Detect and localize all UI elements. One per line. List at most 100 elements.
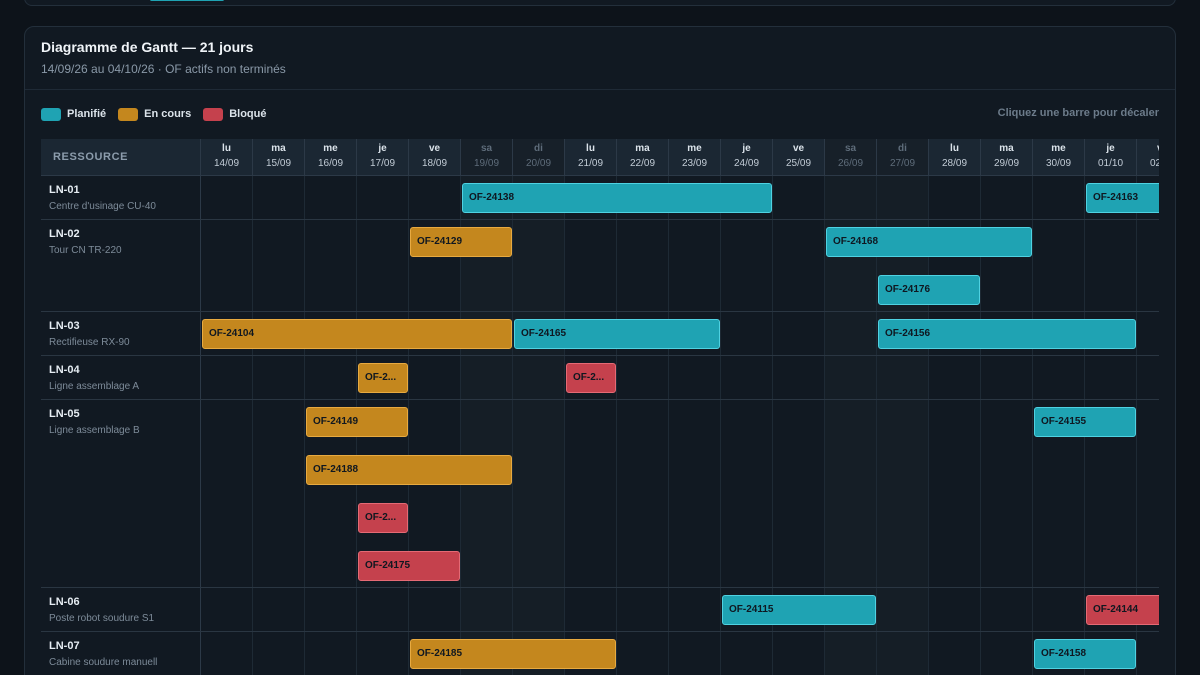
day-date: 26/09 (837, 158, 864, 169)
work-order-bar[interactable]: OF-24176 (878, 275, 980, 305)
work-order-bar[interactable]: OF-24165 (514, 319, 720, 349)
day-name: di (534, 143, 543, 154)
resource-name: Tour CN TR-220 (49, 245, 122, 256)
day-date: 17/09 (369, 158, 396, 169)
resource-label: LN-01 Centre d'usinage CU-40 (41, 176, 201, 219)
work-order-bar[interactable]: OF-24138 (462, 183, 772, 213)
legend-swatch-bloque (203, 107, 224, 121)
day-column-bg (929, 176, 981, 675)
panel-header: Diagramme de Gantt — 21 jours 14/09/26 a… (25, 27, 1175, 90)
resource-name: Rectifieuse RX-90 (49, 337, 130, 348)
resource-row: LN-03 Rectifieuse RX-90 OF-24104 OF-24165 OF… (41, 312, 1159, 356)
day-column-bg (461, 176, 513, 675)
day-column-header: di 20/09 (513, 139, 565, 176)
day-column-bg (617, 176, 669, 675)
page-subtitle: 14/09/26 au 04/10/26 · OF actifs non ter… (41, 62, 286, 76)
day-column-bg (357, 176, 409, 675)
work-order-bar[interactable]: OF-24163 (1086, 183, 1159, 213)
resource-label: LN-02 Tour CN TR-220 (41, 220, 201, 311)
work-order-bar[interactable]: OF-24149 (306, 407, 408, 437)
work-order-bar[interactable]: OF-24115 (722, 595, 876, 625)
resource-code: LN-06 (49, 596, 80, 608)
resource-row: LN-04 Ligne assemblage A OF-2... OF-2... (41, 356, 1159, 400)
resource-code: LN-07 (49, 640, 80, 652)
day-name: di (898, 143, 907, 154)
day-column-header: di 27/09 (877, 139, 929, 176)
resource-code: LN-03 (49, 320, 80, 332)
resource-name: Cabine soudure manuell (49, 657, 158, 668)
work-order-bar[interactable]: OF-2... (566, 363, 616, 393)
day-column-header: je 24/09 (721, 139, 773, 176)
day-date: 25/09 (785, 158, 812, 169)
work-order-bar[interactable]: OF-24104 (202, 319, 512, 349)
day-date: 23/09 (681, 158, 708, 169)
day-column-header: lu 28/09 (929, 139, 981, 176)
resource-name: Poste robot soudure S1 (49, 613, 155, 624)
day-date: 30/09 (1045, 158, 1072, 169)
day-name: lu (222, 143, 231, 154)
resource-label: LN-03 Rectifieuse RX-90 (41, 312, 201, 355)
day-column-bg (253, 176, 305, 675)
day-column-bg (981, 176, 1033, 675)
day-column-header: me 16/09 (305, 139, 357, 176)
day-date: 02/10 (1149, 158, 1159, 169)
day-column-bg (1085, 176, 1137, 675)
legend-item-encours: En cours (118, 107, 191, 121)
day-name: ve (792, 143, 805, 154)
legend-label-planifie: Planifié (67, 108, 107, 120)
resource-row: LN-07 Cabine soudure manuell OF-24185 OF-24… (41, 632, 1159, 675)
day-column-header: ma 29/09 (981, 139, 1033, 176)
day-name: ma (635, 143, 650, 154)
day-date: 18/09 (421, 158, 448, 169)
work-order-bar[interactable]: OF-24175 (358, 551, 460, 581)
day-column-bg (201, 176, 253, 675)
top-toolbar-card (24, 0, 1176, 6)
work-order-bar[interactable]: OF-2... (358, 503, 408, 533)
day-name: je (1106, 143, 1115, 154)
day-column-bg (825, 176, 877, 675)
work-order-bar[interactable]: OF-2... (358, 363, 408, 393)
day-name: je (742, 143, 751, 154)
day-column-header: me 23/09 (669, 139, 721, 176)
resource-code: LN-01 (49, 184, 80, 196)
work-order-bar[interactable]: OF-24158 (1034, 639, 1136, 669)
day-name: me (1051, 143, 1066, 154)
gantt-grid: RESSOURCE lu 14/09 ma 15/09 me 16/09 je 17/09 ve… (41, 139, 1159, 675)
day-date: 15/09 (265, 158, 292, 169)
day-column-header: ma 22/09 (617, 139, 669, 176)
day-date: 19/09 (473, 158, 500, 169)
resource-column-header: RESSOURCE (41, 139, 201, 176)
day-date: 21/09 (577, 158, 604, 169)
resource-label: LN-06 Poste robot soudure S1 (41, 588, 201, 631)
resource-row: LN-05 Ligne assemblage B OF-24149 OF-24155 O… (41, 400, 1159, 588)
legend-item-planifie: Planifié (41, 107, 107, 121)
day-name: sa (844, 143, 857, 154)
resource-code: LN-05 (49, 408, 80, 420)
shift-hint: Cliquez une barre pour décaler (997, 107, 1159, 119)
day-column-bg (877, 176, 929, 675)
resource-name: Ligne assemblage B (49, 425, 140, 436)
day-column-header: je 17/09 (357, 139, 409, 176)
active-tab-indicator[interactable] (150, 0, 224, 1)
day-name: je (378, 143, 387, 154)
resource-row: LN-02 Tour CN TR-220 OF-24129 OF-24168 OF-24… (41, 220, 1159, 312)
work-order-bar[interactable]: OF-24155 (1034, 407, 1136, 437)
work-order-bar[interactable]: OF-24185 (410, 639, 616, 669)
resource-row: LN-01 Centre d'usinage CU-40 OF-24138 OF-24… (41, 176, 1159, 220)
day-date: 01/10 (1097, 158, 1124, 169)
day-column-bg (409, 176, 461, 675)
day-column-bg (721, 176, 773, 675)
work-order-bar[interactable]: OF-24188 (306, 455, 512, 485)
resource-name: Centre d'usinage CU-40 (49, 201, 156, 212)
day-column-header: sa 19/09 (461, 139, 513, 176)
legend-swatch-encours (118, 107, 139, 121)
work-order-bar[interactable]: OF-24129 (410, 227, 512, 257)
status-legend: Planifié En cours Bloqué (41, 107, 266, 121)
work-order-bar[interactable]: OF-24168 (826, 227, 1032, 257)
work-order-bar[interactable]: OF-24144 (1086, 595, 1159, 625)
day-column-header: lu 14/09 (201, 139, 253, 176)
resource-row: LN-06 Poste robot soudure S1 OF-24115 OF-24… (41, 588, 1159, 632)
work-order-bar[interactable]: OF-24156 (878, 319, 1136, 349)
resource-label: LN-05 Ligne assemblage B (41, 400, 201, 587)
day-column-bg (513, 176, 565, 675)
